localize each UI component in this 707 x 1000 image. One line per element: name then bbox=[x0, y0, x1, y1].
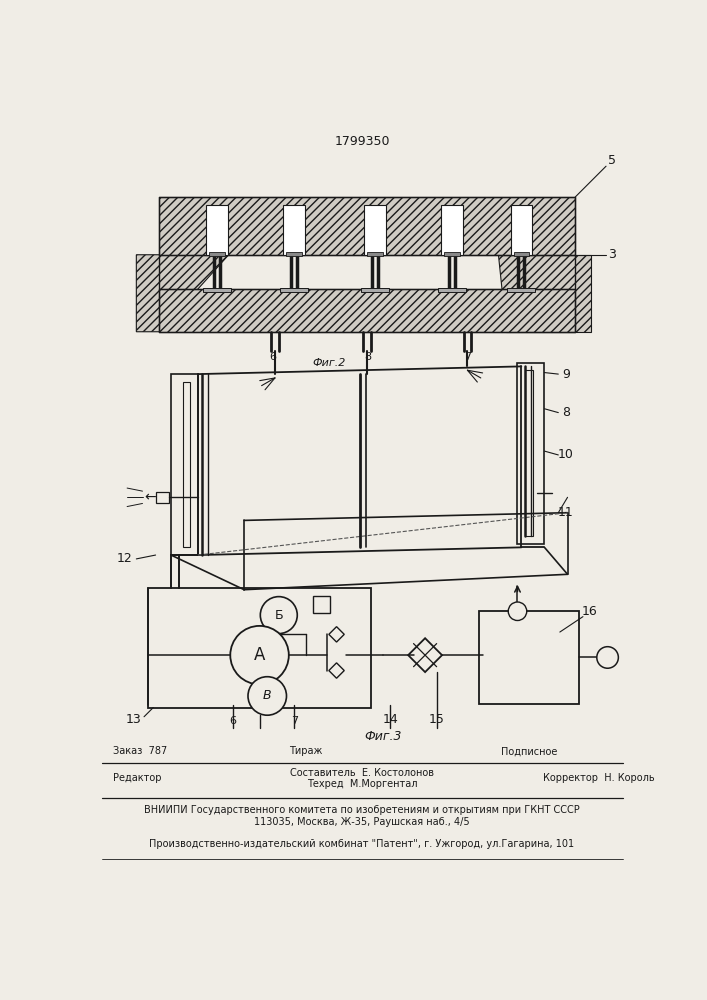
Polygon shape bbox=[209, 252, 225, 256]
Polygon shape bbox=[441, 205, 463, 255]
Text: Фиг.2: Фиг.2 bbox=[312, 358, 346, 368]
Text: Подписное: Подписное bbox=[501, 746, 557, 756]
Circle shape bbox=[230, 626, 288, 684]
Circle shape bbox=[597, 647, 619, 668]
Text: Составитель  Е. Костолонов: Составитель Е. Костолонов bbox=[290, 768, 434, 778]
Polygon shape bbox=[206, 205, 228, 255]
Polygon shape bbox=[160, 197, 575, 255]
Polygon shape bbox=[281, 288, 308, 292]
Polygon shape bbox=[438, 288, 466, 292]
Text: Фиг.3: Фиг.3 bbox=[364, 730, 402, 742]
Text: 11: 11 bbox=[558, 506, 574, 519]
Text: 13: 13 bbox=[126, 713, 142, 726]
Text: 113035, Москва, Ж-35, Раушская наб., 4/5: 113035, Москва, Ж-35, Раушская наб., 4/5 bbox=[254, 817, 469, 827]
Text: 7: 7 bbox=[291, 716, 298, 726]
Polygon shape bbox=[444, 252, 460, 256]
Text: 8: 8 bbox=[364, 352, 371, 362]
Text: 10: 10 bbox=[558, 448, 574, 461]
Polygon shape bbox=[510, 205, 532, 255]
Polygon shape bbox=[498, 255, 590, 332]
Polygon shape bbox=[286, 252, 302, 256]
Text: 14: 14 bbox=[382, 713, 398, 726]
Text: Производственно-издательский комбинат "Патент", г. Ужгород, ул.Гагарина, 101: Производственно-издательский комбинат "П… bbox=[149, 839, 575, 849]
Text: 8: 8 bbox=[562, 406, 570, 419]
Polygon shape bbox=[364, 205, 386, 255]
Text: 3: 3 bbox=[608, 248, 616, 261]
Circle shape bbox=[508, 602, 527, 620]
Text: Тираж: Тираж bbox=[289, 746, 322, 756]
Polygon shape bbox=[284, 205, 305, 255]
Text: 7: 7 bbox=[464, 352, 471, 362]
Text: В: В bbox=[263, 689, 271, 702]
Circle shape bbox=[248, 677, 286, 715]
Text: 6: 6 bbox=[229, 716, 236, 726]
Polygon shape bbox=[514, 252, 529, 256]
Polygon shape bbox=[368, 252, 382, 256]
Text: ←: ← bbox=[144, 490, 156, 504]
Text: 1799350: 1799350 bbox=[334, 135, 390, 148]
Text: А: А bbox=[254, 646, 265, 664]
Text: 5: 5 bbox=[608, 154, 617, 167]
Text: 16: 16 bbox=[581, 605, 597, 618]
Text: Редактор: Редактор bbox=[113, 773, 162, 783]
Polygon shape bbox=[508, 288, 535, 292]
Text: 15: 15 bbox=[428, 713, 445, 726]
Polygon shape bbox=[136, 255, 229, 332]
Text: 12: 12 bbox=[117, 552, 133, 565]
Polygon shape bbox=[204, 288, 231, 292]
Text: 6: 6 bbox=[269, 352, 276, 362]
Text: Корректор  Н. Король: Корректор Н. Король bbox=[542, 773, 654, 783]
Polygon shape bbox=[361, 288, 389, 292]
Text: 9: 9 bbox=[562, 368, 570, 381]
Polygon shape bbox=[160, 289, 575, 332]
Text: Б: Б bbox=[274, 609, 283, 622]
Circle shape bbox=[260, 597, 297, 634]
Text: Техред  М.Моргентал: Техред М.Моргентал bbox=[307, 779, 417, 789]
Text: Заказ  787: Заказ 787 bbox=[113, 746, 168, 756]
Text: ВНИИПИ Государственного комитета по изобретениям и открытиям при ГКНТ СССР: ВНИИПИ Государственного комитета по изоб… bbox=[144, 805, 580, 815]
